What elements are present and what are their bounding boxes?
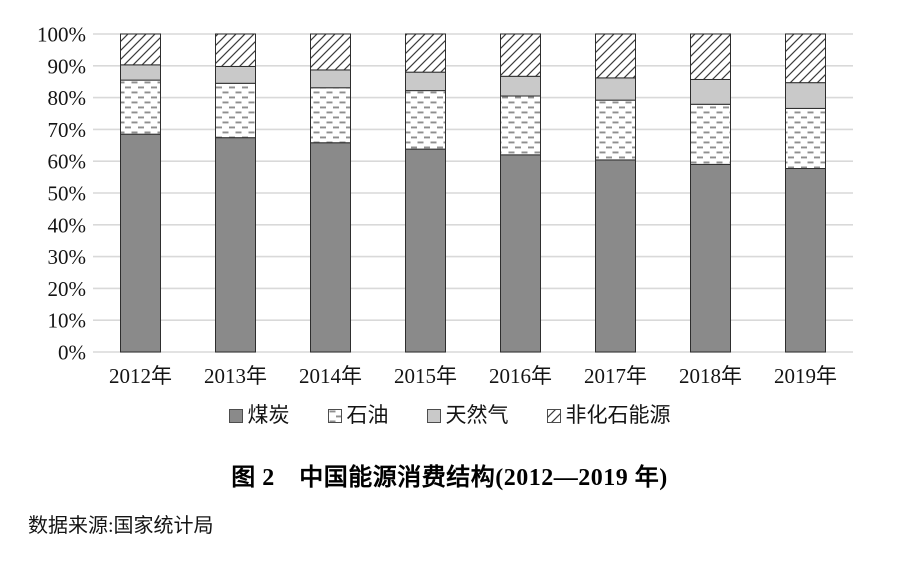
bar-segment-coal-2019 (785, 168, 826, 353)
bar-segment-natural-gas-2015 (405, 71, 446, 92)
bar-segment-natural-gas-2017 (595, 77, 636, 101)
bar-segment-coal-2013 (215, 137, 256, 353)
bar-segment-coal-2012 (120, 133, 161, 353)
y-tick-label-90pct: 90% (48, 54, 87, 78)
bar-segment-non-fossil-2019 (785, 33, 826, 84)
bar-segment-non-fossil-2018 (690, 33, 731, 80)
chart-legend: 煤炭 石油 天然气 非化石能源 (0, 403, 899, 427)
legend-item-coal: 煤炭 (228, 403, 290, 427)
y-tick-label-30pct: 30% (48, 245, 87, 269)
bar-segment-natural-gas-2013 (215, 65, 256, 84)
y-tick-label-10pct: 10% (48, 309, 87, 333)
legend-label-coal: 煤炭 (247, 403, 290, 427)
bar-segment-oil-2016 (500, 95, 541, 156)
bar-segment-oil-2015 (405, 90, 446, 150)
legend-label-oil: 石油 (346, 403, 389, 427)
bar-segment-non-fossil-2014 (310, 33, 351, 71)
x-axis-label-2016: 2016年 (489, 364, 552, 388)
bar-segment-non-fossil-2015 (405, 33, 446, 73)
bar-segment-coal-2018 (690, 163, 731, 353)
legend-item-non-fossil: 非化石能源 (546, 403, 671, 427)
x-axis-label-2017: 2017年 (584, 364, 647, 388)
legend-swatch-oil (327, 408, 342, 423)
y-tick-label-20pct: 20% (48, 277, 87, 301)
bar-segment-non-fossil-2012 (120, 33, 161, 66)
x-axis-label-2012: 2012年 (109, 364, 172, 388)
x-axis-label-2013: 2013年 (204, 364, 267, 388)
y-tick-label-50pct: 50% (48, 182, 87, 206)
data-source: 数据来源:国家统计局 (28, 515, 214, 538)
y-tick-label-40pct: 40% (48, 213, 87, 237)
bar-segment-oil-2018 (690, 103, 731, 165)
legend-item-natural-gas: 天然气 (426, 403, 509, 427)
y-tick-label-80pct: 80% (48, 86, 87, 110)
legend-swatch-non-fossil (546, 408, 561, 423)
bar-segment-oil-2017 (595, 99, 636, 161)
bar-segment-natural-gas-2014 (310, 69, 351, 89)
legend-swatch-coal (228, 408, 243, 423)
stacked-bar-chart: 0% 10% 20% 30% 40% 50% 60% 70% 80% 90% 100% 2012年 20… (37, 23, 853, 388)
y-tick-label-70pct: 70% (48, 118, 87, 142)
bar-segment-non-fossil-2016 (500, 33, 541, 77)
bar-segment-natural-gas-2016 (500, 75, 541, 97)
legend-item-oil: 石油 (327, 403, 389, 427)
y-tick-label-0pct: 0% (58, 341, 86, 365)
legend-label-natural-gas: 天然气 (445, 403, 509, 427)
bar-segment-natural-gas-2018 (690, 78, 731, 105)
x-axis-label-2015: 2015年 (394, 364, 457, 388)
y-tick-label-100pct: 100% (37, 23, 86, 47)
x-axis-label-2014: 2014年 (299, 364, 362, 388)
x-axis-label-2018: 2018年 (679, 364, 742, 388)
bar-segment-oil-2014 (310, 87, 351, 144)
bar-segment-natural-gas-2019 (785, 82, 826, 109)
x-axis-label-2019: 2019年 (774, 364, 837, 388)
bar-segment-coal-2017 (595, 159, 636, 353)
bar-segment-oil-2012 (120, 79, 161, 135)
bar-segment-non-fossil-2017 (595, 33, 636, 79)
y-tick-label-60pct: 60% (48, 150, 87, 174)
bar-segment-coal-2014 (310, 142, 351, 353)
figure-title: 图 2 中国能源消费结构(2012—2019 年) (231, 465, 668, 492)
bar-segment-natural-gas-2012 (120, 64, 161, 81)
legend-label-non-fossil: 非化石能源 (565, 403, 671, 427)
bar-segment-non-fossil-2013 (215, 33, 256, 67)
bar-segment-coal-2015 (405, 148, 446, 353)
bar-segment-oil-2013 (215, 82, 256, 139)
bar-segment-coal-2016 (500, 154, 541, 353)
legend-swatch-natural-gas (426, 408, 441, 423)
bar-segment-oil-2019 (785, 107, 826, 170)
